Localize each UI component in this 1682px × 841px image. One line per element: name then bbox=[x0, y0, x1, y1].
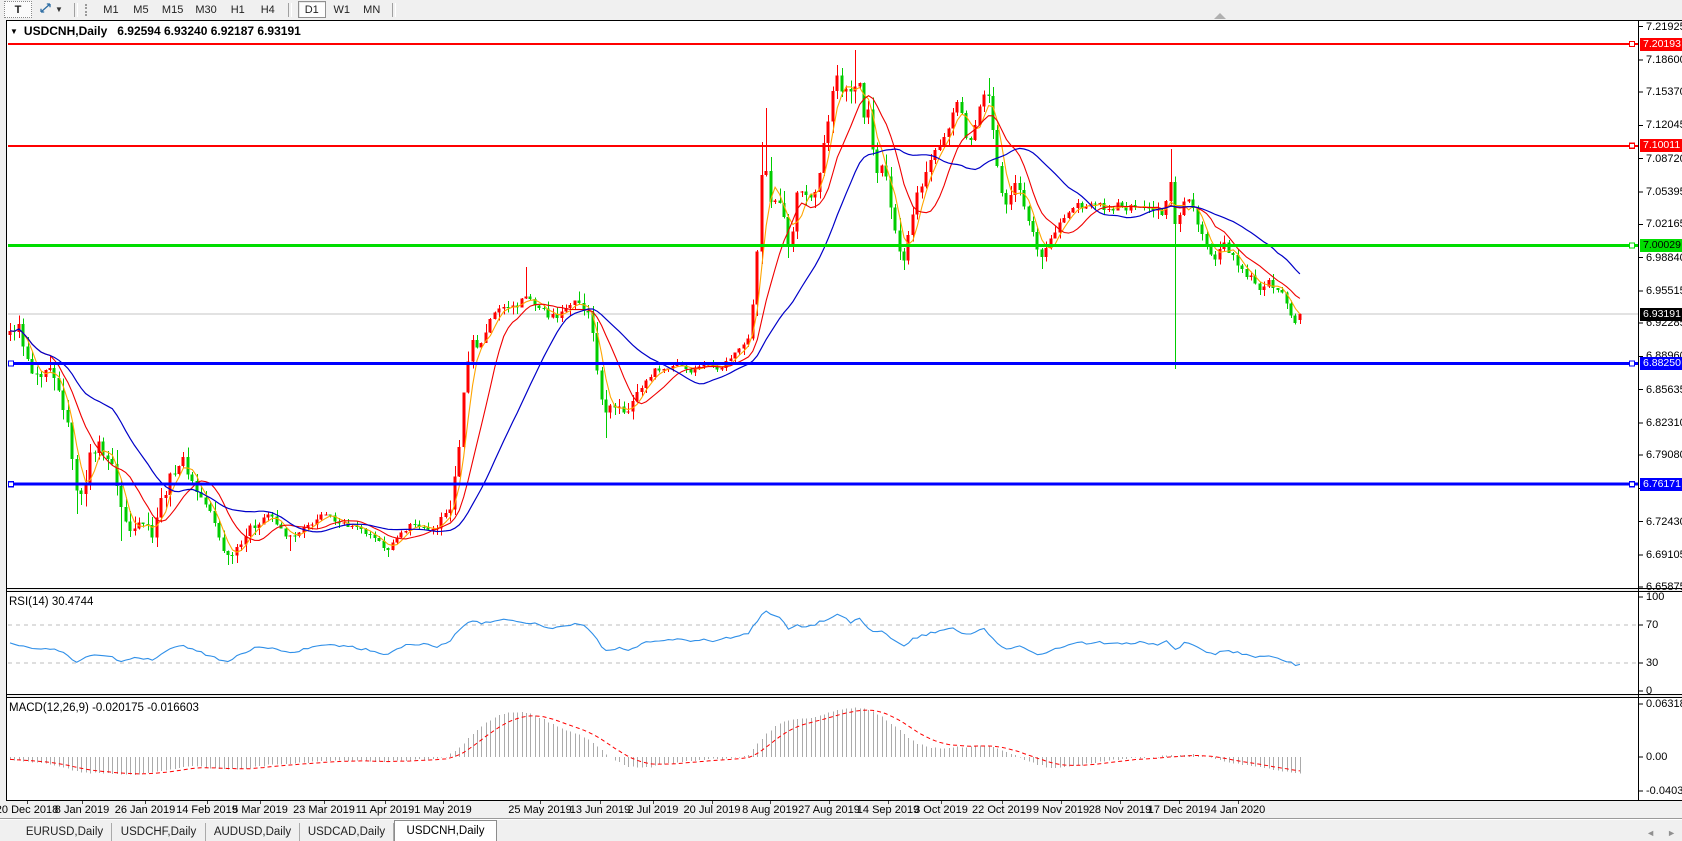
toolbar-separator bbox=[73, 2, 78, 17]
chevron-down-icon: ▼ bbox=[55, 5, 63, 14]
macd-signal-line bbox=[9, 709, 1300, 775]
chart-shift-marker-icon[interactable] bbox=[1214, 13, 1226, 19]
hline-handle[interactable] bbox=[1628, 481, 1636, 488]
tabs-scroll-left-icon[interactable]: ◄ bbox=[1646, 828, 1656, 838]
timeframe-button-MN[interactable]: MN bbox=[363, 3, 381, 16]
ma-mid-line bbox=[9, 95, 1301, 541]
hline-handle[interactable] bbox=[7, 360, 15, 367]
timeframe-button-D1[interactable]: D1 bbox=[297, 1, 326, 18]
symbol-tab-AUDUSD[interactable]: AUDUSD,Daily bbox=[206, 823, 300, 841]
symbol-tab-EURUSD[interactable]: EURUSD,Daily bbox=[18, 823, 112, 841]
cursor-mode-button[interactable]: ▼ bbox=[34, 1, 68, 18]
ma-fast-line bbox=[9, 86, 1301, 553]
symbol-tab-USDCNH[interactable]: USDCNH,Daily bbox=[394, 820, 497, 841]
hline-handle[interactable] bbox=[1628, 242, 1636, 249]
toolbar-separator bbox=[391, 2, 396, 17]
rsi-line bbox=[9, 610, 1301, 667]
hline-handle[interactable] bbox=[7, 481, 15, 488]
toolbar-separator bbox=[287, 2, 292, 17]
toolbar-grip bbox=[84, 3, 90, 16]
timeframe-button-H4[interactable]: H4 bbox=[260, 3, 275, 16]
timeframe-button-M30[interactable]: M30 bbox=[195, 3, 217, 16]
timeframe-button-M5[interactable]: M5 bbox=[133, 3, 149, 16]
tabs-scroll-right-icon[interactable]: ► bbox=[1667, 828, 1676, 838]
text-tool-button[interactable]: T bbox=[4, 1, 32, 18]
hline-handle[interactable] bbox=[1628, 142, 1636, 149]
hline-handle[interactable] bbox=[1628, 40, 1636, 48]
timeframe-button-M15[interactable]: M15 bbox=[161, 3, 184, 16]
hline-handle[interactable] bbox=[1628, 360, 1636, 367]
crossed-arrows-icon bbox=[39, 2, 53, 17]
symbol-tab-bar: EURUSD,Daily USDCHF,Daily AUDUSD,Daily USDC… bbox=[0, 818, 1682, 841]
top-toolbar: T ▼ M1 M5 M15 M30 H1 H4 D1 W1 MN bbox=[0, 0, 1682, 19]
timeframe-button-H1[interactable]: H1 bbox=[230, 3, 245, 16]
timeframe-button-W1[interactable]: W1 bbox=[333, 3, 350, 16]
ma-slow-line bbox=[9, 147, 1301, 533]
timeframe-button-M1[interactable]: M1 bbox=[103, 3, 119, 16]
symbol-tab-USDCAD[interactable]: USDCAD,Daily bbox=[300, 823, 394, 841]
symbol-tab-USDCHF[interactable]: USDCHF,Daily bbox=[112, 823, 206, 841]
